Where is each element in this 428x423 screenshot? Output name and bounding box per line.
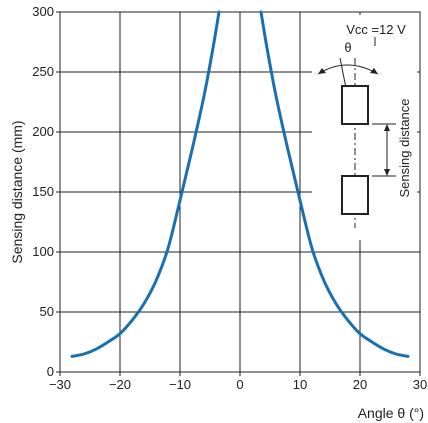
x-tick-label: 10 [293,377,307,392]
x-tick-label: −20 [109,377,131,392]
x-tick-label: −10 [169,377,191,392]
theta-label: θ [344,40,351,55]
sensing-distance-label: Sensing distance [397,98,412,197]
dimension-arrow-up [384,124,390,131]
lower-sensor-head [341,175,369,215]
x-tick-label: 0 [236,377,243,392]
y-tick-labels: 0 50 100 150 200 250 300 [32,4,60,379]
inset-diagram: Vcc =12 V θ Sensing distance [312,15,417,240]
arc-arrow-left [318,68,326,74]
y-tick-label: 0 [47,364,54,379]
dimension-arrow-down [384,169,390,176]
y-tick-label: 100 [32,244,54,259]
y-tick-label: 200 [32,124,54,139]
y-axis-label: Sensing distance (mm) [9,120,25,263]
vcc-label: Vcc =12 V [346,22,406,37]
arc-arrow-right [370,68,378,74]
curves [70,10,410,358]
y-tick-label: 300 [32,4,54,19]
x-tick-label: −30 [49,377,71,392]
y-tick-label: 150 [32,184,54,199]
x-tick-labels: −30 −20 −10 0 10 20 30 [49,372,427,392]
left-curve [70,10,221,358]
x-axis-label: Angle θ (°) [358,405,424,421]
x-tick-label: 20 [353,377,367,392]
right-curve [259,10,410,358]
x-tick-label: 30 [413,377,427,392]
y-tick-label: 50 [40,304,54,319]
upper-sensor-head [341,85,369,125]
y-tick-label: 250 [32,64,54,79]
